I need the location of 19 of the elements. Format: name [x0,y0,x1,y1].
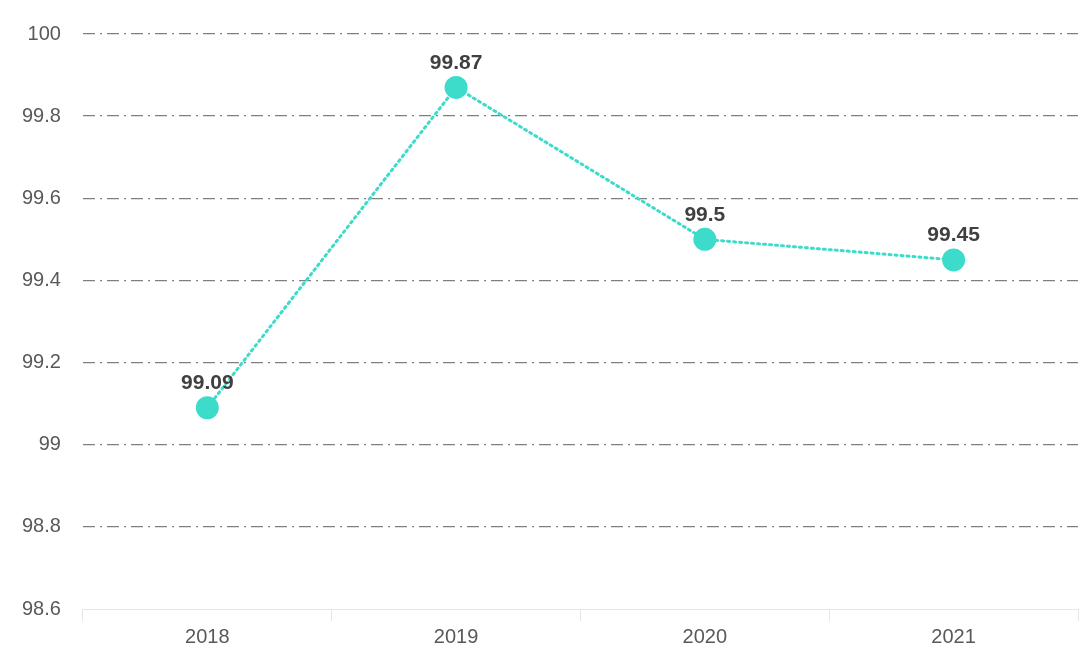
y-tick-label: 100 [27,21,61,44]
y-tick-label: 98.6 [21,596,61,619]
point [693,227,717,251]
x-tick-label: 2019 [433,624,479,647]
x-tick-label: 2020 [682,624,728,647]
y-tick-label: 98.8 [21,514,61,537]
data-label: 99.87 [429,49,483,73]
point [942,248,966,272]
point [195,396,219,420]
x-tick-label: 2021 [931,624,976,647]
data-label: 99.45 [927,222,981,246]
x-tick-label: 2018 [185,624,230,647]
y-tick-label: 99.6 [21,185,61,208]
point [444,75,468,99]
y-tick-label: 99.2 [21,350,61,373]
y-tick-label: 99.4 [21,267,61,290]
y-tick-label: 99 [38,432,61,455]
data-label: 99.5 [684,201,726,225]
y-tick-label: 99.8 [21,103,61,126]
